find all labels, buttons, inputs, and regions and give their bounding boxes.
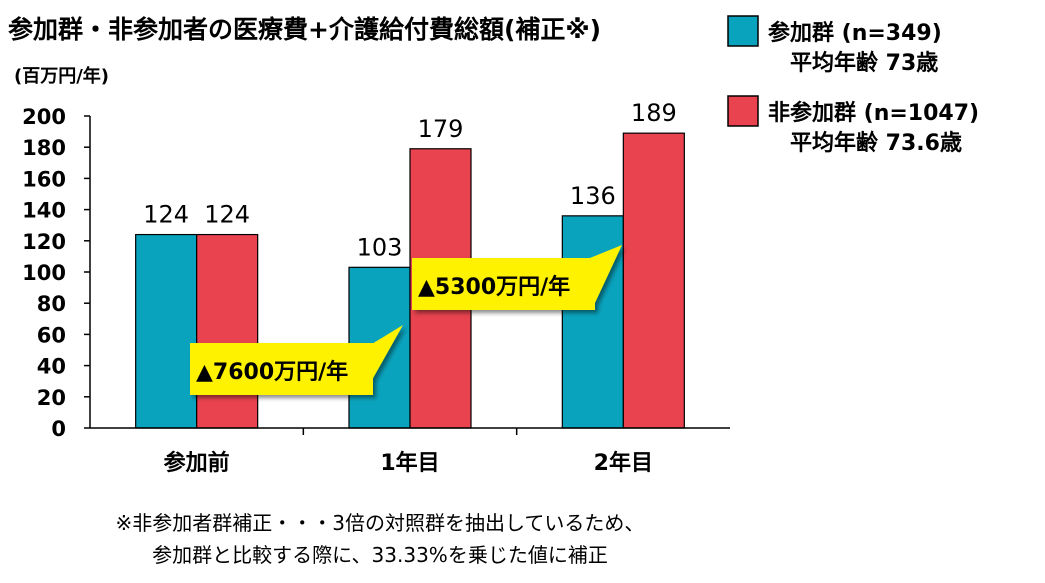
bar-value-label: 103 (357, 233, 403, 261)
y-tick-label: 60 (37, 323, 66, 347)
callout-5300-text: ▲5300万円/年 (418, 274, 570, 300)
y-tick-label: 100 (22, 261, 66, 285)
y-tick-label: 120 (22, 230, 66, 254)
bar-value-label: 124 (143, 201, 189, 229)
y-tick-label: 140 (22, 199, 66, 223)
legend-label-non-participants: 非参加群 (n=1047) (768, 100, 979, 126)
x-category-label: 1年目 (380, 450, 439, 476)
footnote-line-1: ※非参加者群補正・・・3倍の対照群を抽出しているため、 (116, 511, 645, 535)
callout-5300 (412, 245, 622, 310)
legend-swatch-participants (727, 15, 759, 47)
y-tick-label: 40 (37, 355, 66, 379)
legend-label-participants: 参加群 (n=349) (768, 20, 942, 46)
callout-7600-text: ▲7600万円/年 (196, 359, 348, 385)
bar-non-participants (622, 132, 685, 429)
bar-value-label: 179 (418, 115, 464, 143)
bar-value-label: 136 (570, 182, 616, 210)
bar-value-label: 189 (631, 99, 677, 127)
bar-value-label: 124 (204, 201, 250, 229)
bar-participants (561, 215, 624, 429)
y-tick-label: 200 (22, 105, 66, 129)
y-tick-label: 0 (51, 417, 66, 441)
value-labels: 124 124 103 179 136 189 (143, 99, 676, 261)
chart-title: 参加群・非参加者の医療費+介護給付費総額(補正※) (8, 15, 601, 44)
y-tick-label: 180 (22, 136, 66, 160)
x-axis: 参加前 1年目 2年目 (164, 428, 653, 476)
bar-participants (135, 233, 198, 429)
y-tick-label: 160 (22, 167, 66, 191)
legend-swatch-non-participants (727, 95, 759, 127)
y-axis-unit-label: (百万円/年) (14, 65, 109, 87)
footnote-line-2: 参加群と比較する際に、33.33%を乗じた値に補正 (152, 543, 608, 567)
x-category-label: 参加前 (164, 450, 230, 476)
legend: 参加群 (n=349) 平均年齢 73歳 非参加群 (n=1047) 平均年齢 … (727, 15, 979, 156)
legend-sub-participants: 平均年齢 73歳 (790, 50, 938, 76)
bar-non-participants (196, 233, 259, 429)
y-axis: 0 20 40 60 80 100 120 140 160 180 200 (22, 105, 90, 441)
y-tick-label: 20 (37, 386, 66, 410)
y-tick-label: 80 (37, 292, 66, 316)
callout-7600 (190, 325, 403, 395)
x-category-label: 2年目 (594, 450, 653, 476)
legend-sub-non-participants: 平均年齢 73.6歳 (790, 130, 962, 156)
